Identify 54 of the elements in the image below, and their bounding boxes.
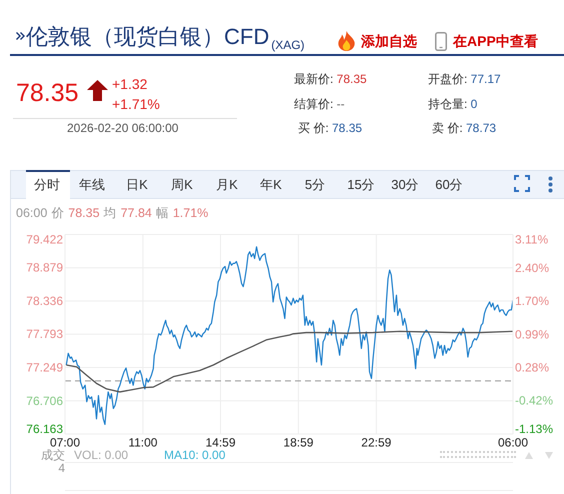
text: 添加自选: [361, 32, 417, 50]
y2-tick-label: 2.40%: [515, 260, 550, 275]
text: 78.35: [68, 206, 100, 220]
text: 15分: [347, 177, 375, 193]
text: +1.32: [112, 76, 148, 92]
text: VOL: 0.00: [74, 448, 128, 462]
x-tick-label: 14:59: [205, 436, 236, 450]
text: 60分: [435, 177, 463, 193]
text: 在APP中查看: [453, 32, 538, 50]
text: 30分: [391, 177, 419, 193]
y-tick-label: 77.249: [26, 360, 64, 375]
text: 分时: [34, 177, 60, 193]
y-tick-label: 78.879: [26, 260, 64, 275]
y2-tick-label: -0.42%: [515, 394, 554, 408]
text: 2026-02-20 06:00:00: [67, 120, 178, 136]
text: 日K: [126, 177, 148, 193]
y2-tick-label: 0.99%: [515, 327, 550, 342]
y2-tick-label: -1.13%: [515, 422, 554, 436]
x-tick-label: 07:00: [50, 436, 80, 450]
text: 月K: [216, 177, 238, 193]
y-tick-label: 77.793: [26, 327, 64, 342]
text: 4: [58, 460, 65, 476]
y-tick-label: 78.336: [26, 294, 64, 308]
x-tick-label: 22:59: [361, 436, 392, 450]
y2-tick-label: 1.70%: [515, 294, 550, 308]
text: 买 价: 78.35: [298, 120, 362, 135]
text: 年线: [79, 177, 105, 193]
text: 78.35: [16, 78, 79, 108]
text: 价: [51, 206, 64, 220]
text: 结算价: --: [294, 96, 345, 111]
x-tick-label: 18:59: [283, 436, 314, 450]
text: 开盘价: 77.17: [428, 72, 501, 86]
text: 77.84: [120, 206, 152, 220]
text: 周K: [171, 177, 193, 193]
text: 1.71%: [172, 206, 208, 220]
text: +1.71%: [112, 96, 160, 112]
text: 06:00: [16, 206, 48, 220]
y-tick-label: 76.706: [26, 394, 64, 408]
chart-title: 伦敦银（现货白银）CFD$_{(XAG)}$: [26, 23, 305, 54]
text: 最新价: 78.35: [294, 72, 367, 86]
text: 均: [104, 206, 117, 220]
y-tick-label: 79.422: [26, 232, 64, 246]
x-tick-label: 06:00: [498, 436, 528, 450]
text: 成交: [41, 448, 65, 462]
text: 幅: [156, 206, 169, 220]
text: MA10: 0.00: [164, 448, 226, 462]
y-tick-label: 76.163: [26, 422, 64, 436]
y2-tick-label: 0.28%: [515, 360, 550, 375]
x-tick-label: 11:00: [128, 436, 158, 450]
text: 年K: [260, 177, 282, 193]
y2-tick-label: 3.11%: [515, 232, 548, 246]
text: 持仓量: 0: [428, 96, 478, 111]
text: 卖 价: 78.73: [432, 120, 496, 135]
text: 5分: [304, 177, 326, 193]
